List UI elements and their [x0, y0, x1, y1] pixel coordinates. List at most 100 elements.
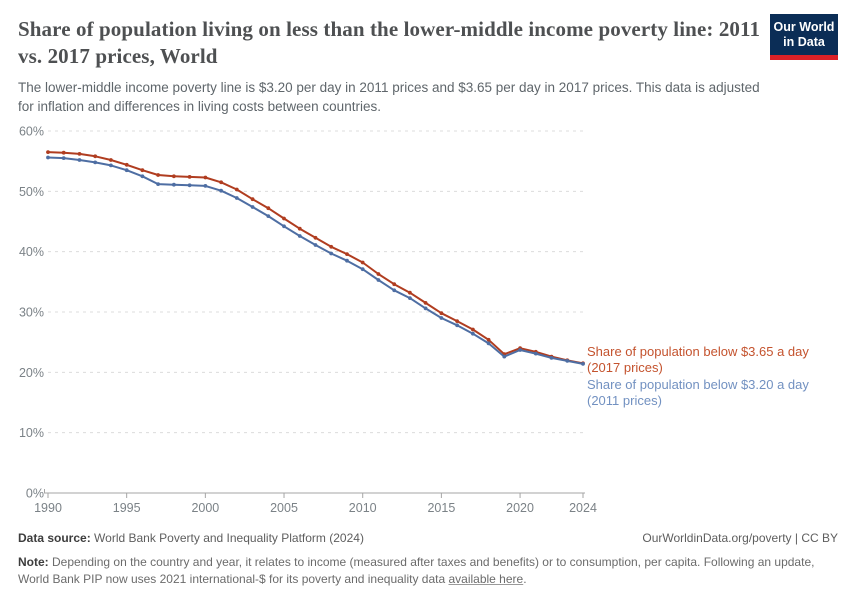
data-point — [549, 356, 554, 360]
data-point — [140, 168, 145, 173]
note-text: Depending on the country and year, it re… — [18, 555, 815, 587]
data-point — [565, 359, 570, 363]
data-point — [93, 160, 98, 165]
data-point — [234, 187, 239, 192]
chart-subtitle: The lower-middle income poverty line is … — [18, 80, 760, 115]
data-source-label: Data source: — [18, 531, 91, 545]
data-point — [329, 251, 334, 256]
data-point — [439, 316, 444, 320]
data-point — [581, 362, 585, 366]
x-tick-label-2015: 2015 — [427, 501, 455, 515]
data-point — [282, 216, 286, 221]
data-point — [219, 180, 224, 185]
data-point — [439, 311, 444, 316]
series-label-2017-line1: Share of population below $3.65 a day — [587, 344, 809, 359]
data-point — [376, 278, 381, 282]
data-source-text: World Bank Poverty and Inequality Platfo… — [90, 531, 364, 545]
series-label-2011-prices: Share of population below $3.20 a day (2… — [587, 377, 837, 409]
data-point — [297, 234, 302, 238]
data-point — [140, 174, 145, 179]
data-point — [203, 175, 208, 180]
data-point — [109, 163, 113, 168]
series-label-2011-line1: Share of population below $3.20 a day — [587, 377, 809, 392]
footer-note: Note: Depending on the country and year,… — [18, 554, 840, 588]
data-point — [392, 288, 397, 293]
note-suffix: . — [523, 572, 527, 587]
owid-logo-line1: Our World — [773, 20, 835, 34]
data-point — [408, 296, 412, 300]
data-point — [408, 290, 412, 295]
owid-logo-line2: in Data — [783, 35, 825, 49]
y-tick-label-10: 10% — [19, 426, 44, 440]
license-text: OurWorldinData.org/poverty | CC BY — [642, 531, 838, 545]
y-tick-label-50: 50% — [19, 185, 44, 199]
data-point — [77, 152, 82, 156]
data-source: Data source: World Bank Poverty and Ineq… — [18, 531, 364, 545]
data-point — [156, 173, 161, 177]
x-tick-label-2000: 2000 — [191, 501, 219, 515]
x-tick-label-2010: 2010 — [349, 501, 377, 515]
y-tick-label-40: 40% — [19, 245, 44, 259]
data-point — [61, 150, 66, 155]
data-point — [77, 158, 82, 162]
data-point — [250, 197, 255, 202]
data-point — [234, 196, 239, 200]
data-point — [187, 175, 192, 179]
series-label-2017-prices: Share of population below $3.65 a day (2… — [587, 344, 837, 376]
data-point — [282, 224, 286, 229]
data-point — [518, 348, 522, 352]
y-tick-label-0: 0% — [26, 487, 44, 501]
data-point — [124, 168, 129, 173]
data-point — [109, 158, 113, 162]
y-tick-label-30: 30% — [19, 306, 44, 320]
series-label-2011-line2: (2011 prices) — [587, 393, 662, 408]
data-point — [313, 235, 318, 240]
x-tick-label-2005: 2005 — [270, 501, 298, 515]
data-point — [124, 162, 129, 167]
page-title: Share of population living on less than … — [18, 17, 761, 68]
data-point — [297, 226, 302, 231]
data-point — [455, 323, 459, 328]
data-point — [187, 183, 192, 188]
data-point — [455, 319, 459, 323]
data-point — [345, 252, 349, 256]
data-point — [360, 260, 365, 265]
data-point — [266, 206, 271, 211]
x-tick-label-2024: 2024 — [569, 501, 597, 515]
data-point — [156, 182, 161, 187]
footer-source-row: Data source: World Bank Poverty and Ineq… — [18, 531, 838, 545]
data-point — [46, 155, 50, 160]
series-line-2011-prices — [47, 156, 584, 365]
data-point — [423, 306, 428, 311]
data-point — [376, 272, 381, 276]
data-point — [486, 337, 491, 342]
data-point — [345, 258, 349, 263]
data-point — [392, 282, 397, 287]
data-point — [93, 154, 98, 159]
data-point — [471, 327, 475, 332]
data-point — [172, 174, 176, 179]
x-tick-label-1995: 1995 — [113, 501, 141, 515]
data-point — [486, 341, 491, 346]
data-point — [360, 267, 365, 272]
data-point — [219, 188, 224, 193]
data-point — [46, 150, 50, 155]
data-point — [533, 351, 538, 356]
data-point — [313, 243, 318, 247]
available-here-link[interactable]: available here — [448, 572, 524, 587]
series-label-2017-line2: (2017 prices) — [587, 360, 663, 375]
series-line-2017-prices — [47, 151, 584, 365]
data-point — [502, 354, 507, 359]
data-point — [61, 156, 66, 161]
data-point — [172, 182, 176, 187]
y-tick-label-60: 60% — [19, 125, 44, 139]
note-label: Note: — [18, 555, 49, 569]
x-tick-label-2020: 2020 — [506, 501, 534, 515]
y-tick-label-20: 20% — [19, 366, 44, 380]
owid-logo[interactable]: Our World in Data — [770, 14, 838, 60]
data-point — [266, 214, 271, 219]
data-point — [203, 184, 208, 188]
data-point — [423, 301, 428, 305]
